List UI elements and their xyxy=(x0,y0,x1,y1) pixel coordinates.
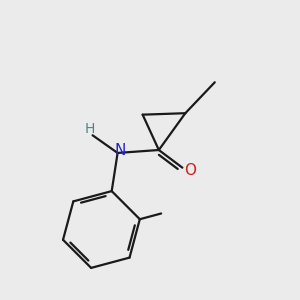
Text: O: O xyxy=(184,163,196,178)
Text: N: N xyxy=(114,143,126,158)
Text: H: H xyxy=(85,122,95,136)
